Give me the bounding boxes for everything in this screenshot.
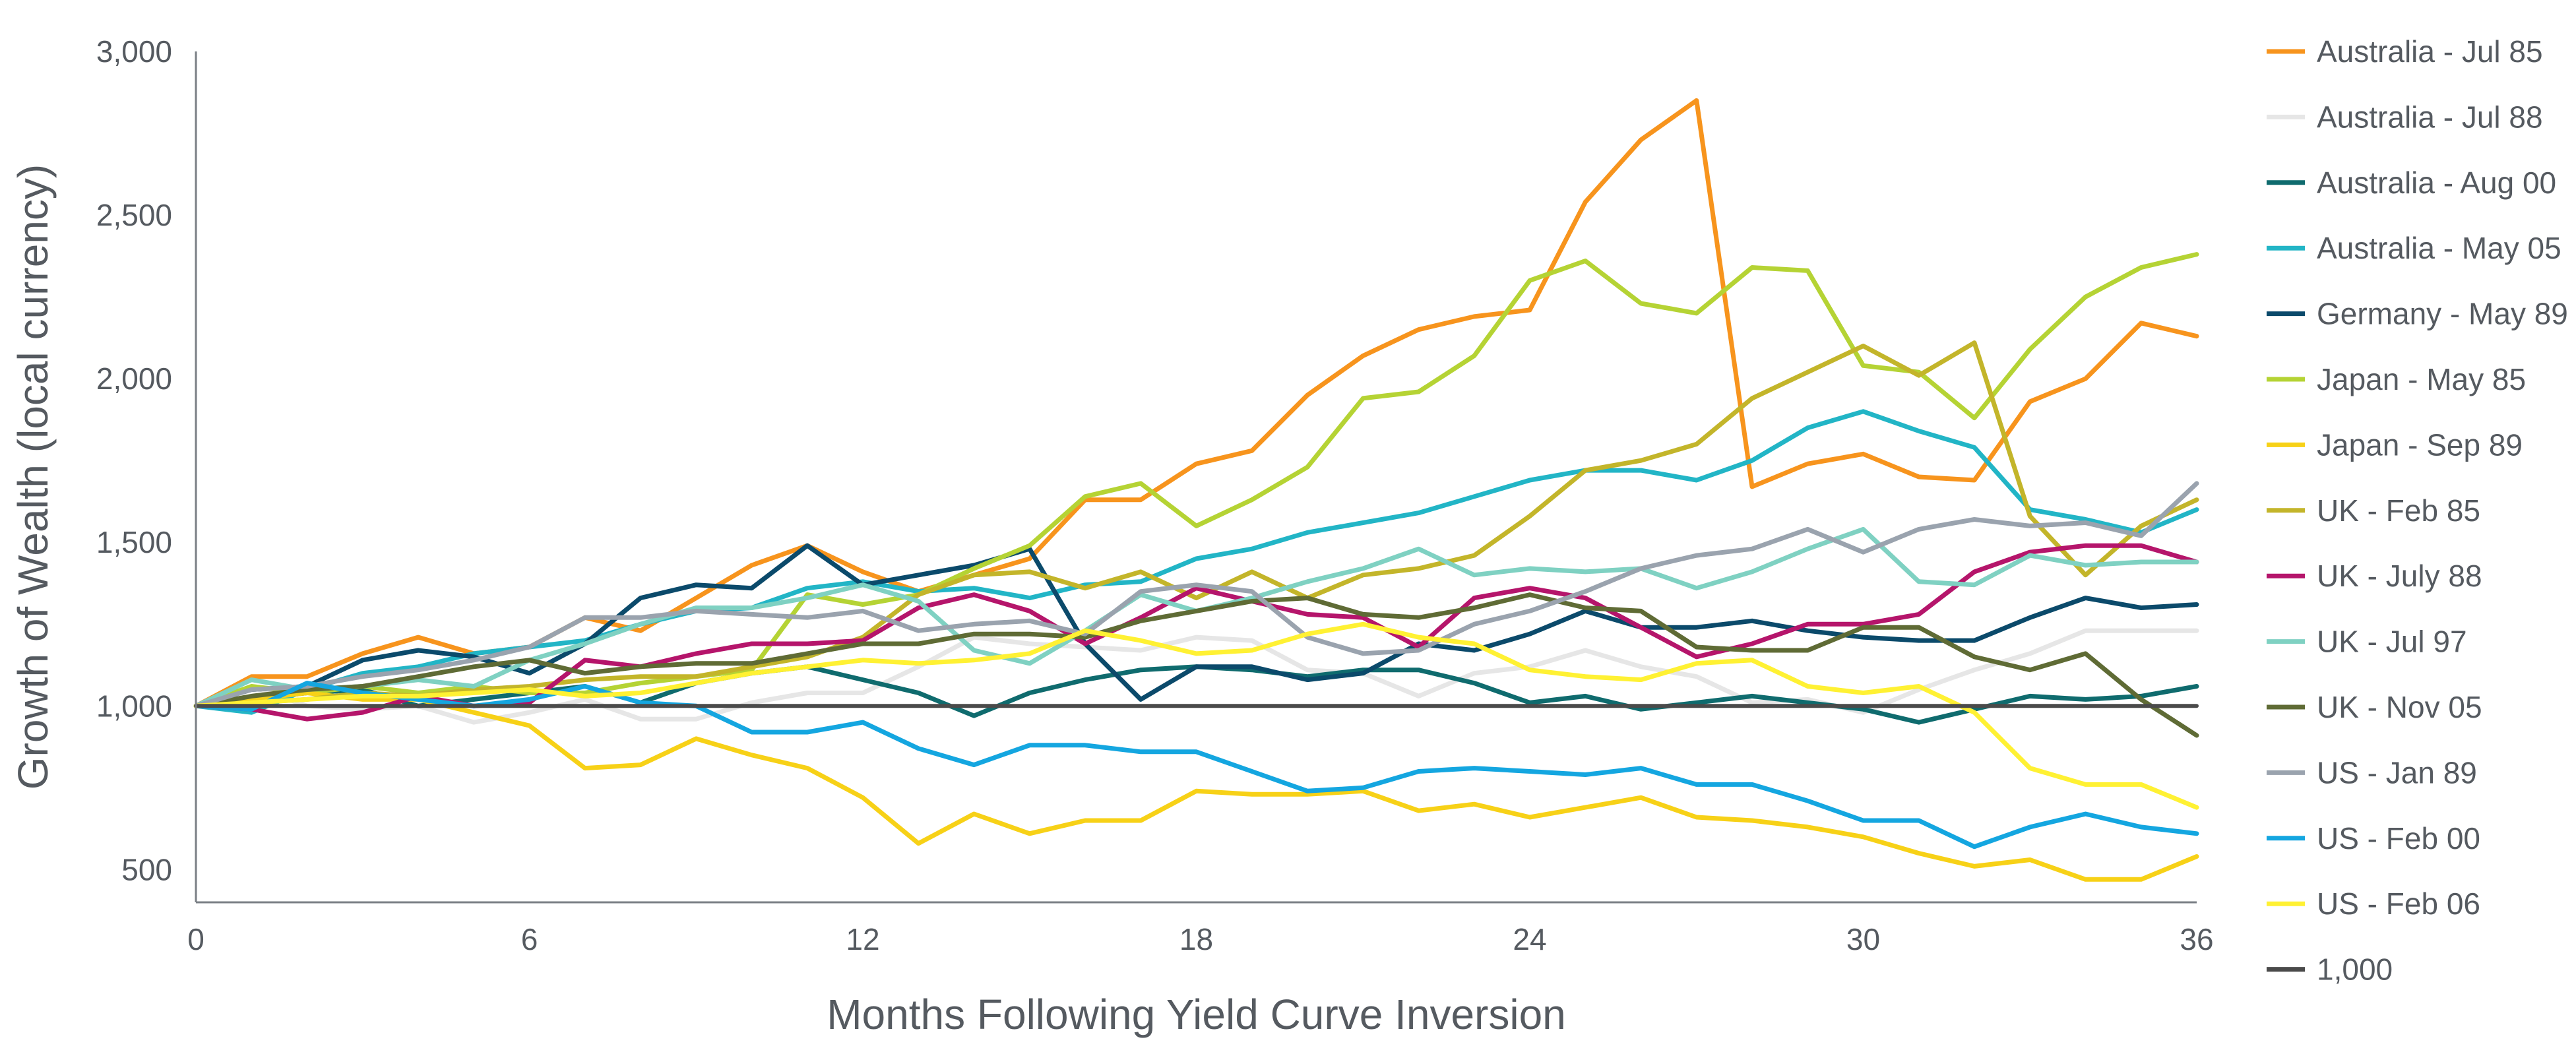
legend-label: UK - Feb 85 bbox=[2317, 493, 2480, 528]
series-line bbox=[193, 543, 2199, 708]
x-tick-label: 30 bbox=[1846, 922, 1880, 956]
series-line bbox=[193, 592, 2199, 738]
legend-label: Australia - May 05 bbox=[2317, 231, 2561, 265]
x-tick-label: 24 bbox=[1513, 922, 1546, 956]
legend-label: 1,000 bbox=[2317, 952, 2393, 987]
x-tick-labels: 0 6 12 18 24 30 36 bbox=[187, 922, 2213, 956]
legend: Australia - Jul 85 Australia - Jul 88 Aust… bbox=[2267, 34, 2568, 987]
legend-label: UK - July 88 bbox=[2317, 559, 2482, 593]
y-tick-label: 1,000 bbox=[96, 689, 172, 723]
series-line bbox=[193, 543, 2199, 722]
legend-label: Australia - Aug 00 bbox=[2317, 166, 2556, 200]
legend-label: UK - Jul 97 bbox=[2317, 625, 2467, 659]
legend-label: UK - Nov 05 bbox=[2317, 690, 2482, 724]
legend-label: Germany - May 89 bbox=[2317, 297, 2568, 331]
legend-label: US - Jan 89 bbox=[2317, 755, 2477, 790]
x-tick-label: 18 bbox=[1179, 922, 1213, 956]
y-tick-labels: 500 1,000 1,500 2,000 2,500 3,000 bbox=[96, 34, 172, 886]
y-axis-title: Growth of Wealth (local currency) bbox=[9, 164, 57, 790]
x-axis-title: Months Following Yield Curve Inversion bbox=[827, 991, 1566, 1038]
legend-label: Australia - Jul 85 bbox=[2317, 34, 2543, 69]
series-line bbox=[193, 628, 2199, 725]
series-line bbox=[193, 340, 2199, 708]
series-line bbox=[193, 481, 2199, 708]
series-line bbox=[193, 252, 2199, 708]
legend-label: US - Feb 00 bbox=[2317, 821, 2480, 855]
x-tick-label: 0 bbox=[187, 922, 204, 956]
x-tick-label: 36 bbox=[2180, 922, 2213, 956]
legend-label: Australia - Jul 88 bbox=[2317, 100, 2543, 134]
y-tick-label: 2,500 bbox=[96, 198, 172, 232]
series-line bbox=[193, 691, 2199, 882]
x-tick-label: 6 bbox=[521, 922, 538, 956]
y-tick-label: 1,500 bbox=[96, 525, 172, 559]
series-line bbox=[193, 98, 2199, 708]
y-tick-label: 2,000 bbox=[96, 361, 172, 396]
legend-label: Japan - May 85 bbox=[2317, 362, 2526, 396]
legend-label: US - Feb 06 bbox=[2317, 886, 2480, 921]
x-tick-label: 12 bbox=[846, 922, 879, 956]
series-line bbox=[193, 621, 2199, 810]
legend-label: Japan - Sep 89 bbox=[2317, 427, 2523, 462]
plot-lines bbox=[193, 98, 2199, 882]
y-tick-label: 3,000 bbox=[96, 34, 172, 69]
y-tick-label: 500 bbox=[121, 852, 172, 886]
series-line bbox=[193, 681, 2199, 850]
